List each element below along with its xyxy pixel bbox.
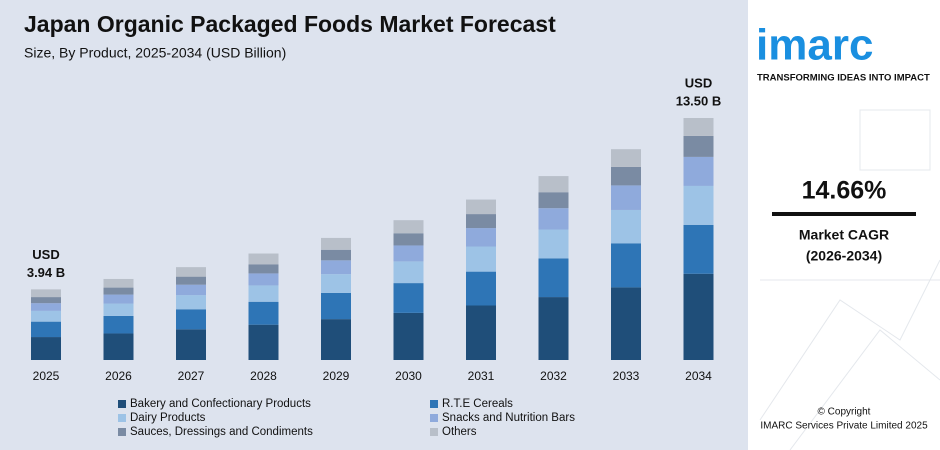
logo-tagline: TRANSFORMING IDEAS INTO IMPACT (757, 73, 930, 84)
legend-label: Dairy Products (130, 412, 206, 424)
x-tick-label: 2029 (323, 369, 350, 383)
cagr-value: 14.66% (802, 177, 887, 205)
x-tick-label: 2031 (468, 369, 495, 383)
sidebar-decoration (759, 109, 940, 450)
bar-segment (466, 199, 496, 215)
x-tick-label: 2033 (613, 369, 640, 383)
bar-segment (103, 303, 134, 316)
bar-segment (31, 321, 61, 338)
bar-segment (683, 118, 714, 136)
bar-segment (683, 185, 714, 225)
bar-segment (103, 278, 134, 288)
bar-segment (176, 267, 206, 277)
bar-segment (611, 209, 641, 244)
bar-segment (393, 261, 424, 284)
bar-segment (466, 305, 496, 360)
bar-segment (538, 258, 569, 298)
bar-segment (611, 243, 641, 288)
bar-segment (248, 273, 279, 286)
bar-segment (393, 233, 424, 246)
bar-segment (321, 319, 351, 360)
logo: imarc (756, 21, 873, 70)
legend-label: Sauces, Dressings and Condiments (130, 426, 313, 438)
bar-segment (176, 309, 206, 330)
bar-segment (611, 287, 641, 360)
bar-segment (538, 208, 569, 230)
bar-segment (611, 185, 641, 210)
bar-segment (176, 329, 206, 360)
bar-segment (538, 229, 569, 259)
bar-segment (393, 312, 424, 360)
bar-segment (176, 295, 206, 310)
bar-segment (393, 245, 424, 262)
bar-segment (103, 294, 134, 304)
bar-segment (248, 264, 279, 274)
bar-segment (683, 224, 714, 274)
bar-segment (31, 303, 61, 311)
bar-segment (466, 271, 496, 306)
bar-segment (683, 273, 714, 360)
bar-segment (248, 324, 279, 360)
company: IMARC Services Private Limited 2025 (760, 421, 928, 432)
bar-segment (176, 284, 206, 296)
legend-label: R.T.E Cereals (442, 398, 513, 410)
bar-segment (248, 301, 279, 325)
total-label: 3.94 B (27, 265, 65, 280)
legend-swatch (118, 414, 126, 422)
bar-segment (103, 287, 134, 295)
total-label: 13.50 B (676, 93, 722, 108)
bar-segment (31, 289, 61, 298)
total-label: USD (32, 247, 59, 262)
bar-segment (176, 276, 206, 285)
bar-segment (611, 166, 641, 186)
total-label: USD (685, 75, 712, 90)
bar-segment (466, 246, 496, 272)
legend-swatch (118, 400, 126, 408)
x-tick-label: 2025 (33, 369, 60, 383)
cagr-divider (772, 212, 916, 216)
bar-segment (321, 260, 351, 275)
bar-segment (611, 149, 641, 167)
x-tick-label: 2030 (395, 369, 422, 383)
legend-label: Snacks and Nutrition Bars (442, 412, 575, 424)
bar-segment (393, 220, 424, 234)
legend-label: Others (442, 426, 477, 438)
chart-subtitle: Size, By Product, 2025-2034 (USD Billion… (24, 45, 286, 61)
bar-segment (321, 274, 351, 293)
legend-swatch (118, 428, 126, 436)
bar-segment (538, 176, 569, 193)
bar-segment (466, 214, 496, 229)
bar-segment (393, 283, 424, 313)
copyright: © Copyright (818, 407, 871, 418)
legend-swatch (430, 414, 438, 422)
bar-segment (321, 292, 351, 320)
bar-segment (103, 333, 134, 360)
bar-segment (321, 249, 351, 261)
cagr-period: (2026-2034) (806, 248, 882, 264)
bar-segment (31, 297, 61, 304)
x-tick-label: 2034 (685, 369, 712, 383)
bar-segment (538, 192, 569, 209)
bar-segment (248, 285, 279, 302)
x-tick-label: 2028 (250, 369, 277, 383)
legend-swatch (430, 428, 438, 436)
bar-segment (683, 156, 714, 186)
bar-segment (538, 297, 569, 360)
x-tick-label: 2027 (178, 369, 205, 383)
bar-segment (466, 228, 496, 247)
cagr-label: Market CAGR (799, 227, 889, 243)
bar-segment (31, 337, 61, 360)
legend-label: Bakery and Confectionary Products (130, 398, 311, 410)
bar-segment (248, 253, 279, 265)
bar-segment (103, 315, 134, 334)
bar-segment (683, 135, 714, 157)
bar-segment (321, 237, 351, 250)
chart-title: Japan Organic Packaged Foods Market Fore… (24, 11, 556, 37)
legend-swatch (430, 400, 438, 408)
bar-segment (31, 310, 61, 322)
sidebar-background (748, 0, 940, 450)
x-tick-label: 2026 (105, 369, 132, 383)
x-tick-label: 2032 (540, 369, 567, 383)
